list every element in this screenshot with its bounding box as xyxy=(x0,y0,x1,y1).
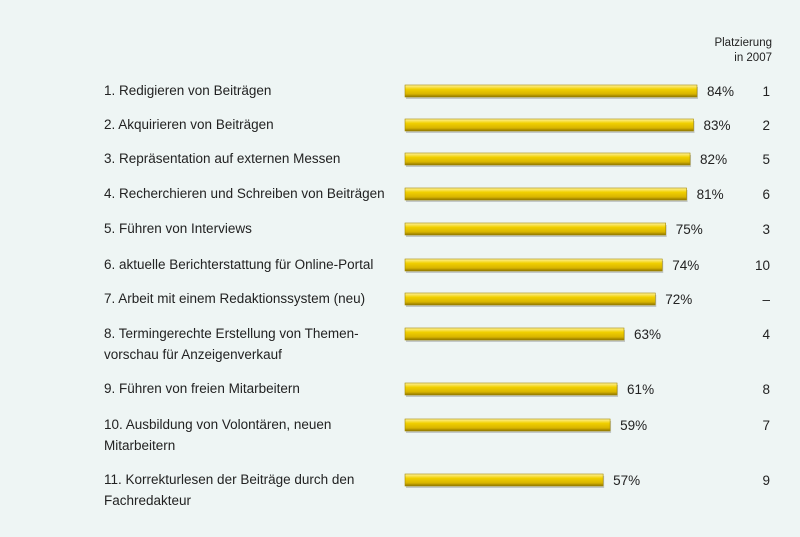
category-label: 5. Führen von Interviews xyxy=(104,221,252,236)
category-label: 6. aktuelle Berichterstattung für Online… xyxy=(104,257,374,272)
bar xyxy=(404,418,611,432)
category-label: 9. Führen von freien Mitarbeitern xyxy=(104,381,300,396)
value-label: 74% xyxy=(672,258,699,273)
rank-2007-value: 6 xyxy=(762,187,770,202)
bar xyxy=(404,84,698,98)
rank-2007-value: 7 xyxy=(762,418,770,433)
category-label: 2. Akquirieren von Beiträgen xyxy=(104,117,274,132)
value-label: 84% xyxy=(707,84,734,99)
category-label: 11. Korrekturlesen der Beiträge durch de… xyxy=(104,472,355,508)
category-label: 1. Redigieren von Beiträgen xyxy=(104,83,272,98)
bar xyxy=(404,118,694,132)
bar xyxy=(404,152,691,166)
rank-2007-value: – xyxy=(762,292,770,307)
bar xyxy=(404,222,667,236)
value-label: 72% xyxy=(665,292,692,307)
rank-2007-value: 4 xyxy=(762,327,770,342)
rank-2007-value: 5 xyxy=(762,152,770,167)
value-label: 61% xyxy=(627,382,654,397)
category-label: 3. Repräsentation auf externen Messen xyxy=(104,151,341,166)
value-label: 57% xyxy=(613,473,640,488)
rank-2007-value: 9 xyxy=(762,473,770,488)
bar xyxy=(404,327,625,341)
bar xyxy=(404,187,687,201)
value-label: 63% xyxy=(634,327,661,342)
category-label: 4. Recherchieren und Schreiben von Beitr… xyxy=(104,186,385,201)
rank-2007-value: 8 xyxy=(762,382,770,397)
bar xyxy=(404,473,604,487)
rank-2007-value: 1 xyxy=(762,84,770,99)
bar xyxy=(404,258,663,272)
rank-2007-value: 3 xyxy=(762,222,770,237)
bar xyxy=(404,382,618,396)
category-label: 10. Ausbildung von Volontären, neuen Mita… xyxy=(104,417,332,453)
value-label: 75% xyxy=(676,222,703,237)
bar xyxy=(404,292,656,306)
category-label: 8. Termingerechte Erstellung von Themen-… xyxy=(104,326,359,362)
value-label: 81% xyxy=(697,187,724,202)
value-label: 82% xyxy=(700,152,727,167)
rank-2007-value: 2 xyxy=(762,118,770,133)
value-label: 83% xyxy=(704,118,731,133)
value-label: 59% xyxy=(620,418,647,433)
category-label: 7. Arbeit mit einem Redaktionssystem (ne… xyxy=(104,291,366,306)
rank-2007-value: 10 xyxy=(755,258,770,273)
rank-column-header: Platzierung in 2007 xyxy=(714,37,772,64)
